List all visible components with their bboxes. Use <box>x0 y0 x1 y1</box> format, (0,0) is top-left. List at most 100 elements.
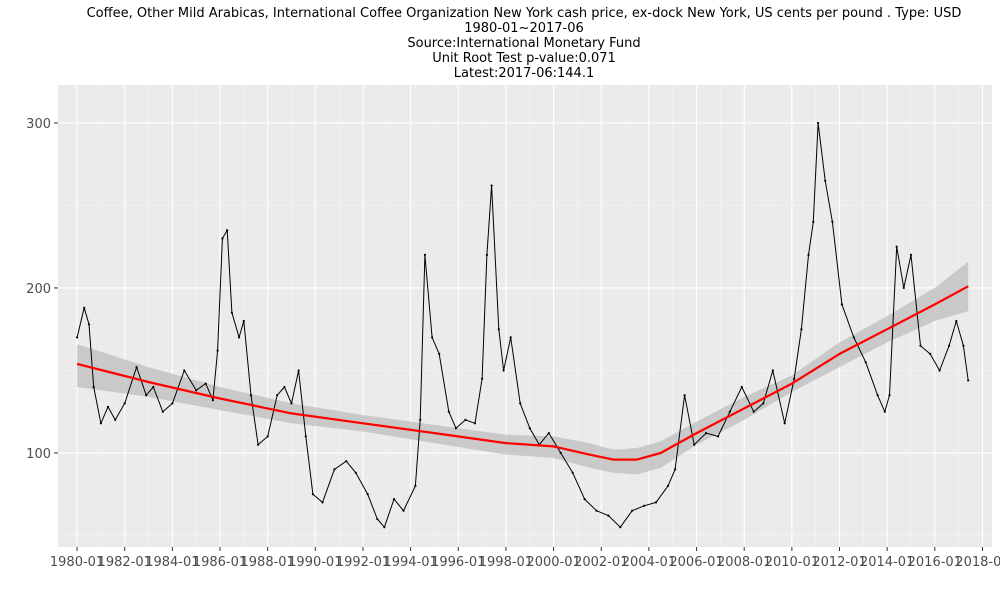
price-point <box>87 323 91 326</box>
chart-subtitle-unit-root: Unit Root Test p-value:0.071 <box>432 51 616 66</box>
price-point <box>883 410 886 413</box>
price-series-layer <box>76 121 970 529</box>
confidence-band <box>77 261 969 475</box>
price-point <box>376 517 379 521</box>
x-tick-label: 1982-01 <box>98 555 152 570</box>
price-point <box>607 514 610 517</box>
price-point <box>807 253 810 256</box>
price-point <box>83 306 86 309</box>
price-point <box>502 369 505 372</box>
price-point <box>92 385 95 389</box>
price-point <box>485 253 488 256</box>
axis-layer: 100 200 300 1980-011982-011984-011986-01198… <box>26 117 1000 570</box>
chart-subtitle-period: 1980-01~2017-06 <box>464 21 584 36</box>
price-point <box>888 394 891 397</box>
price-point <box>559 451 562 454</box>
price-point <box>152 385 155 389</box>
price-point <box>145 394 148 397</box>
price-point <box>693 443 696 446</box>
price-point <box>304 435 307 438</box>
price-point <box>902 286 905 289</box>
price-point <box>631 509 634 512</box>
price-point <box>366 493 369 496</box>
price-point <box>919 344 922 347</box>
price-point <box>583 498 586 501</box>
price-point <box>762 402 765 405</box>
x-tick-label: 2002-01 <box>574 555 628 570</box>
price-point <box>123 402 126 405</box>
price-point <box>817 121 820 125</box>
price-point <box>354 471 357 474</box>
price-point <box>221 237 224 240</box>
price-point <box>383 526 386 529</box>
chart-header: Coffee, Other Mild Arabicas, Internation… <box>87 6 962 81</box>
price-point <box>643 504 646 507</box>
price-point <box>99 422 102 425</box>
x-tick-label: 1980-01 <box>50 555 104 570</box>
price-point <box>161 410 164 413</box>
price-point <box>204 382 207 385</box>
price-point <box>114 418 117 421</box>
x-tick-label: 2008-01 <box>717 555 771 570</box>
price-point <box>454 427 457 430</box>
price-point <box>509 336 512 339</box>
x-tick-label: 1988-01 <box>241 555 295 570</box>
price-point <box>705 432 708 435</box>
price-point <box>716 435 720 438</box>
price-point <box>490 184 493 187</box>
trend-line <box>76 285 969 461</box>
price-point <box>76 336 79 339</box>
x-tick-label: 2018-01 <box>955 555 1000 570</box>
price-point <box>402 509 405 512</box>
y-tick-label: 100 <box>26 447 51 462</box>
price-point <box>171 402 174 405</box>
x-tick-label: 1994-01 <box>383 555 437 570</box>
price-point <box>211 399 214 402</box>
x-tick-label: 1996-01 <box>431 555 485 570</box>
price-point <box>242 319 245 323</box>
price-point <box>249 394 253 397</box>
price-point <box>392 498 396 501</box>
chart-subtitle-source: Source:International Monetary Fund <box>407 36 640 51</box>
x-tick-label: 1990-01 <box>288 555 342 570</box>
price-point <box>840 303 844 306</box>
price-series-line <box>76 122 969 528</box>
price-point <box>266 435 269 438</box>
price-point <box>414 484 417 487</box>
price-point <box>740 385 743 389</box>
price-point <box>311 493 314 496</box>
x-tick-label: 2014-01 <box>860 555 914 570</box>
x-tick-label: 1984-01 <box>145 555 199 570</box>
price-point <box>183 369 186 372</box>
price-point <box>431 336 434 339</box>
price-point <box>438 352 441 355</box>
x-tick-label: 2016-01 <box>908 555 962 570</box>
price-point <box>195 389 198 392</box>
price-point <box>683 394 686 397</box>
price-point <box>571 471 574 474</box>
price-point <box>345 460 348 463</box>
trend-series-layer <box>76 285 969 461</box>
y-tick-label: 300 <box>26 117 51 132</box>
price-point <box>929 352 932 355</box>
price-point <box>955 319 958 323</box>
price-point <box>831 220 834 223</box>
price-point <box>654 501 658 504</box>
price-point <box>423 253 426 256</box>
plot-panel <box>58 85 992 547</box>
price-point <box>447 410 450 413</box>
price-point <box>783 422 786 425</box>
price-point <box>864 361 867 364</box>
price-point <box>948 344 951 347</box>
price-point <box>812 220 815 223</box>
x-tick-label: 1998-01 <box>479 555 533 570</box>
price-point <box>519 402 522 405</box>
price-point <box>321 501 324 504</box>
price-point <box>473 422 477 425</box>
price-point <box>297 369 300 372</box>
price-point <box>497 328 500 331</box>
price-point <box>290 402 293 405</box>
price-point <box>276 394 279 397</box>
price-point <box>106 405 110 408</box>
